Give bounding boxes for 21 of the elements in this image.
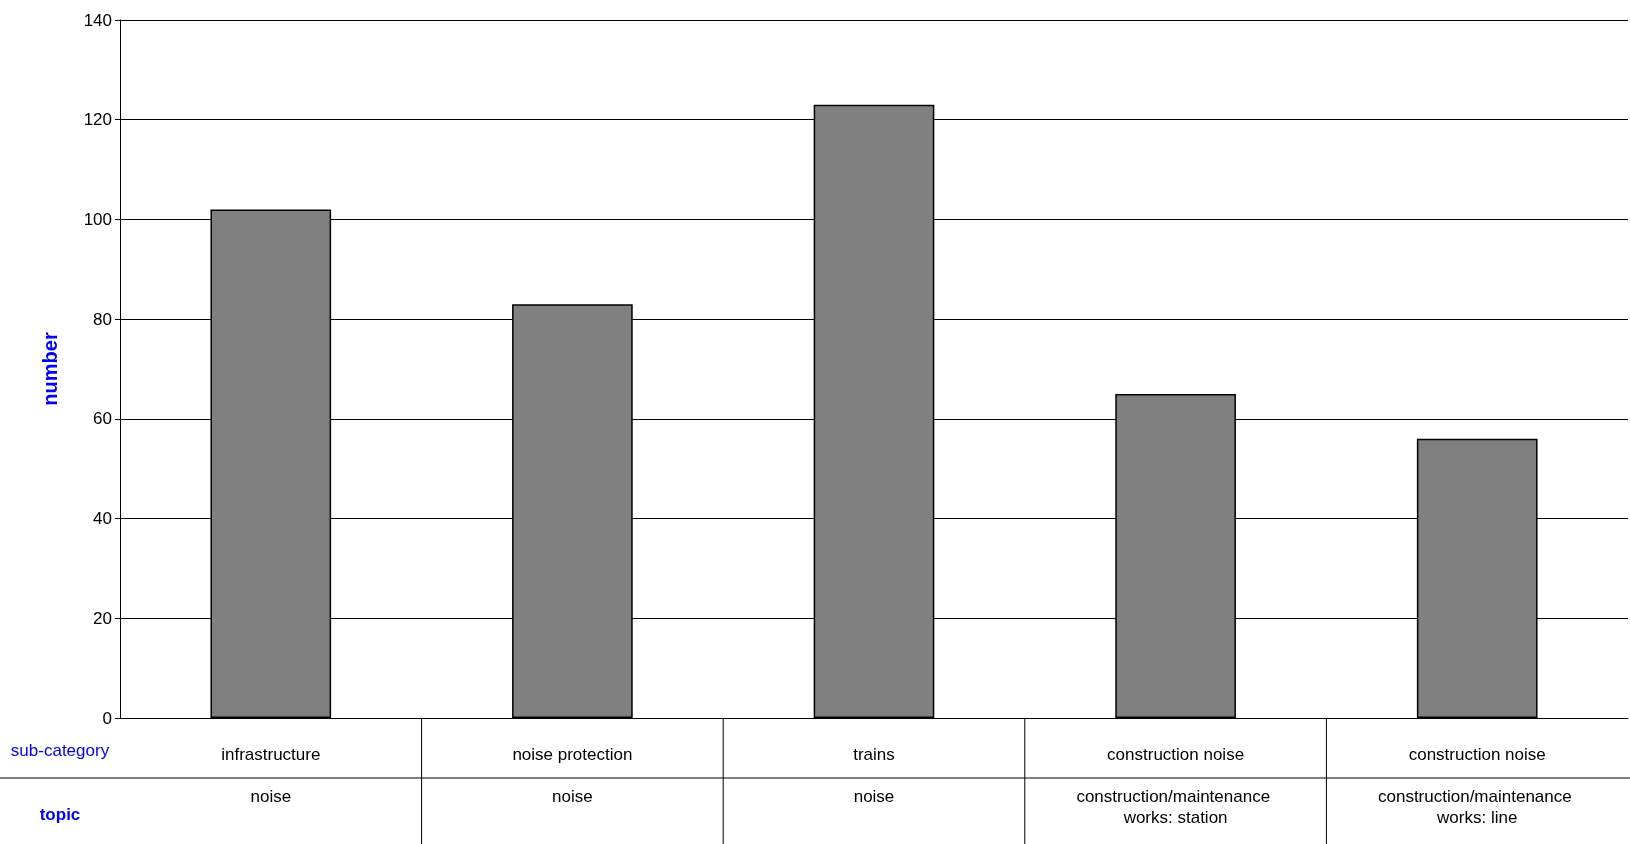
text: topic xyxy=(39,804,81,824)
text: noise xyxy=(853,787,895,806)
y-tick-label: 80 xyxy=(93,309,112,329)
y-axis-title: number xyxy=(39,332,61,406)
y-tick-label: 20 xyxy=(93,608,112,628)
x-tick-label: infrastructure xyxy=(221,745,321,764)
y-tick-label: 60 xyxy=(93,409,112,429)
y-tick-label: 0 xyxy=(102,708,112,728)
y-tick-label: 40 xyxy=(93,509,112,529)
text: noise xyxy=(552,787,593,806)
x-tick-label: trains xyxy=(853,745,895,764)
text: construction/maintenance works: station xyxy=(1076,787,1275,827)
y-tick-label: 120 xyxy=(83,110,112,130)
text: construction/maintenance works: line xyxy=(1377,787,1577,827)
text: noise xyxy=(250,787,292,806)
x-tick-label: noise protection xyxy=(512,745,633,764)
x-tick-label: construction noise xyxy=(1408,745,1546,764)
x-tick-label: construction noise xyxy=(1107,745,1245,764)
text: sub-category xyxy=(10,740,110,760)
y-tick-label: 140 xyxy=(83,10,112,30)
y-tick-label: 100 xyxy=(83,209,112,229)
